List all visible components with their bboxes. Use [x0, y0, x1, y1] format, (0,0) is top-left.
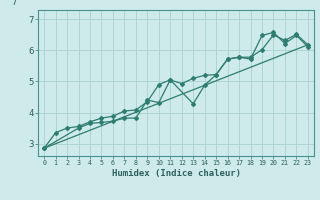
- X-axis label: Humidex (Indice chaleur): Humidex (Indice chaleur): [111, 169, 241, 178]
- Text: 7: 7: [11, 0, 16, 7]
